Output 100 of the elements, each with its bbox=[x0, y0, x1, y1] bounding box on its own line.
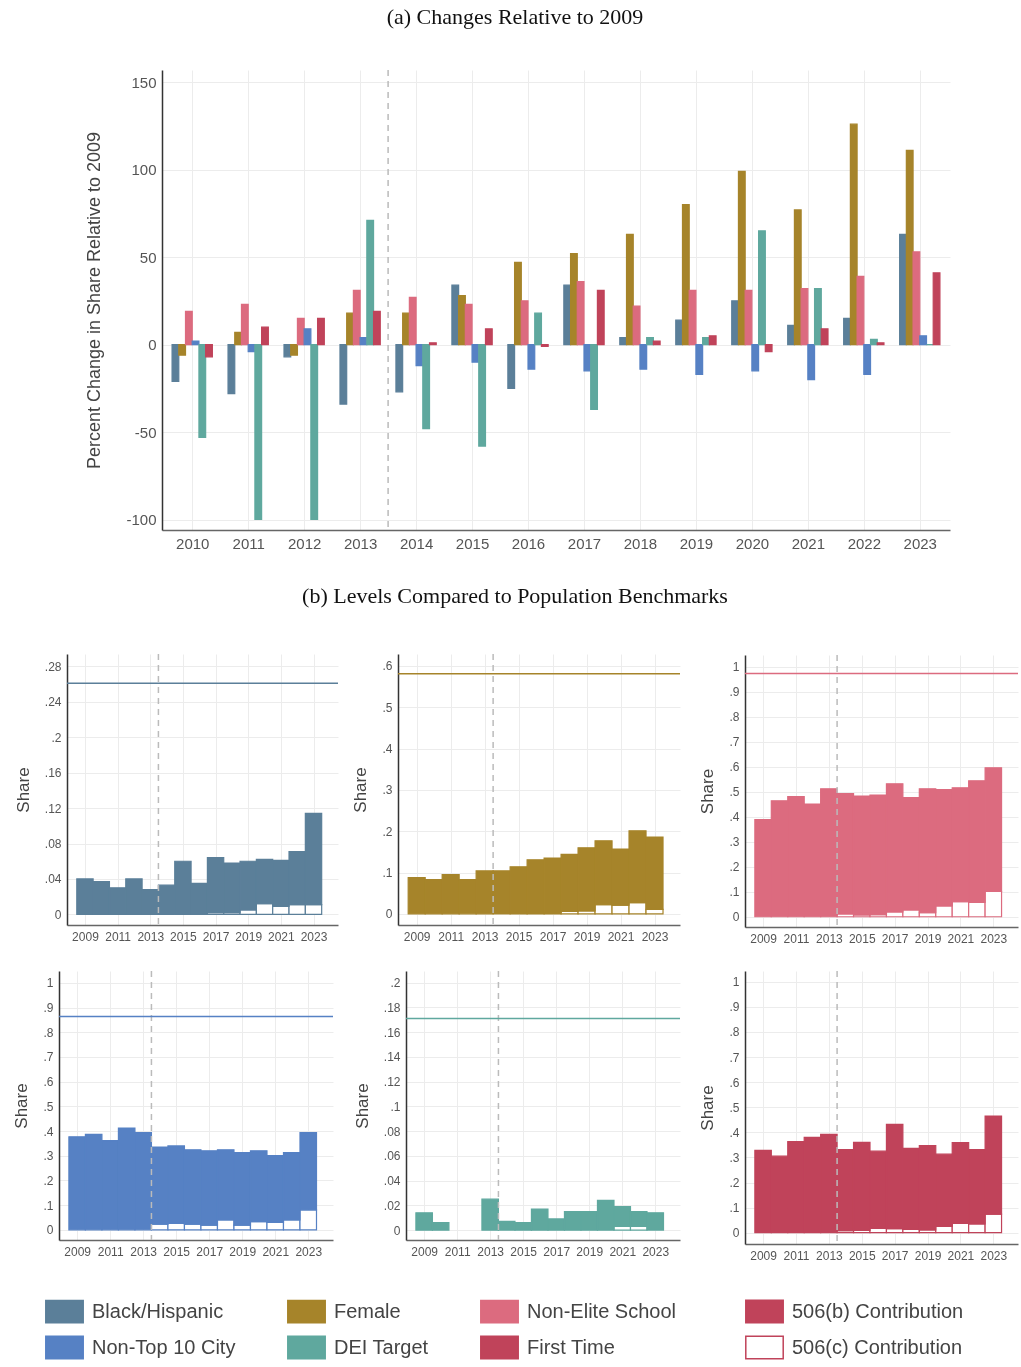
x-tick-label: 2017 bbox=[202, 929, 230, 944]
chart-title: (a) Changes Relative to 2009 bbox=[386, 4, 644, 30]
y-tick-label: 0 bbox=[732, 1226, 740, 1241]
x-tick-label: 2017 bbox=[196, 1244, 224, 1259]
y-tick-label: .04 bbox=[383, 1174, 401, 1189]
y-tick-label: .5 bbox=[43, 1099, 54, 1114]
y-tick-label: .4 bbox=[382, 742, 393, 757]
x-tick-label: 2019 bbox=[576, 1244, 604, 1259]
y-tick-label: .2 bbox=[729, 860, 740, 875]
x-tick-label: 2017 bbox=[567, 534, 602, 552]
x-tick-label: 2011 bbox=[783, 931, 810, 946]
y-tick-label: .8 bbox=[729, 710, 740, 725]
x-tick-label: 2018 bbox=[623, 534, 658, 552]
y-tick-label: .16 bbox=[44, 766, 62, 781]
y-tick-label: .7 bbox=[729, 1050, 740, 1065]
x-tick-label: 2021 bbox=[607, 929, 635, 944]
y-tick-label: .2 bbox=[382, 824, 393, 839]
x-tick-label: 2009 bbox=[750, 931, 778, 946]
x-tick-label: 2019 bbox=[229, 1244, 257, 1259]
y-tick-label: .9 bbox=[729, 1000, 740, 1015]
y-tick-label: 50 bbox=[139, 248, 157, 266]
y-tick-label: .8 bbox=[43, 1025, 54, 1040]
y-tick-label: .6 bbox=[729, 1075, 740, 1090]
x-tick-label: 2017 bbox=[543, 1244, 571, 1259]
x-tick-label: 2013 bbox=[130, 1244, 158, 1259]
y-tick-label: .6 bbox=[382, 659, 393, 674]
x-tick-label: 2019 bbox=[679, 534, 714, 552]
y-tick-label: .9 bbox=[729, 685, 740, 700]
y-tick-label: .4 bbox=[729, 810, 740, 825]
y-tick-label: .4 bbox=[729, 1125, 740, 1140]
legend-label: 506(b) Contribution bbox=[792, 1299, 964, 1322]
x-tick-label: 2015 bbox=[163, 1244, 191, 1259]
y-tick-label: 1 bbox=[46, 976, 54, 991]
x-tick-label: 2015 bbox=[510, 1244, 538, 1259]
y-tick-label: .5 bbox=[729, 1100, 740, 1115]
x-tick-label: 2013 bbox=[477, 1244, 505, 1259]
y-tick-label: .12 bbox=[383, 1075, 401, 1090]
x-tick-label: 2022 bbox=[847, 534, 881, 552]
x-tick-label: 2013 bbox=[137, 929, 165, 944]
y-tick-label: .2 bbox=[43, 1173, 54, 1188]
y-tick-label: .5 bbox=[729, 785, 740, 800]
y-tick-label: .1 bbox=[43, 1198, 54, 1213]
y-tick-label: .2 bbox=[729, 1176, 740, 1191]
x-tick-label: 2021 bbox=[262, 1244, 290, 1259]
y-tick-label: .8 bbox=[729, 1025, 740, 1040]
x-tick-label: 2010 bbox=[176, 534, 210, 552]
x-tick-label: 2011 bbox=[444, 1244, 471, 1259]
y-tick-label: 100 bbox=[131, 161, 157, 179]
x-tick-label: 2019 bbox=[914, 931, 942, 946]
y-tick-label: 0 bbox=[46, 1223, 54, 1238]
legend-label: Black/Hispanic bbox=[92, 1299, 224, 1322]
x-tick-label: 2009 bbox=[64, 1244, 92, 1259]
y-tick-label: .04 bbox=[44, 872, 62, 887]
y-tick-label: 0 bbox=[148, 336, 157, 354]
x-tick-label: 2011 bbox=[232, 534, 265, 552]
y-tick-label: 0 bbox=[393, 1223, 401, 1238]
x-tick-label: 2021 bbox=[609, 1244, 637, 1259]
y-tick-label: 0 bbox=[54, 907, 62, 922]
x-tick-label: 2013 bbox=[343, 534, 378, 552]
y-tick-label: .28 bbox=[44, 659, 62, 674]
x-tick-label: 2021 bbox=[268, 929, 296, 944]
y-tick-label: .12 bbox=[44, 801, 62, 816]
legend-label: First Time bbox=[527, 1335, 615, 1358]
x-tick-label: 2016 bbox=[511, 534, 546, 552]
x-tick-label: 2015 bbox=[848, 931, 876, 946]
x-tick-label: 2009 bbox=[411, 1244, 439, 1259]
x-tick-label: 2012 bbox=[287, 534, 322, 552]
x-tick-label: 2019 bbox=[573, 929, 601, 944]
y-tick-label: .9 bbox=[43, 1001, 54, 1016]
x-tick-label: 2023 bbox=[641, 929, 669, 944]
x-tick-label: 2021 bbox=[947, 931, 975, 946]
x-tick-label: 2021 bbox=[947, 1248, 975, 1263]
x-tick-label: 2011 bbox=[783, 1248, 810, 1263]
x-tick-label: 2011 bbox=[97, 1244, 124, 1259]
y-tick-label: 150 bbox=[131, 73, 157, 91]
y-tick-label: .06 bbox=[383, 1149, 401, 1164]
x-tick-label: 2015 bbox=[505, 929, 533, 944]
y-tick-label: .08 bbox=[44, 837, 62, 852]
x-tick-label: 2009 bbox=[72, 929, 100, 944]
y-tick-label: .24 bbox=[44, 695, 62, 710]
y-tick-label: .08 bbox=[383, 1124, 401, 1139]
y-axis-title: Share bbox=[13, 767, 33, 813]
y-tick-label: .18 bbox=[383, 1000, 401, 1015]
y-tick-label: .5 bbox=[382, 700, 393, 715]
y-tick-label: .7 bbox=[729, 735, 740, 750]
x-tick-label: 2019 bbox=[235, 929, 263, 944]
y-tick-label: .6 bbox=[729, 760, 740, 775]
y-tick-label: .3 bbox=[382, 783, 393, 798]
x-tick-label: 2015 bbox=[848, 1248, 876, 1263]
y-tick-label: .14 bbox=[383, 1050, 401, 1065]
legend-label: Non-Elite School bbox=[527, 1299, 676, 1322]
y-tick-label: .7 bbox=[43, 1050, 54, 1065]
y-tick-label: .1 bbox=[390, 1099, 401, 1114]
y-tick-label: .4 bbox=[43, 1124, 54, 1139]
x-tick-label: 2023 bbox=[980, 1248, 1008, 1263]
x-tick-label: 2011 bbox=[438, 929, 465, 944]
x-tick-label: 2017 bbox=[881, 931, 909, 946]
chart-title: (b) Levels Compared to Population Benchmarks bbox=[302, 583, 728, 609]
y-tick-label: .3 bbox=[729, 1150, 740, 1165]
legend-label: DEI Target bbox=[334, 1335, 429, 1358]
